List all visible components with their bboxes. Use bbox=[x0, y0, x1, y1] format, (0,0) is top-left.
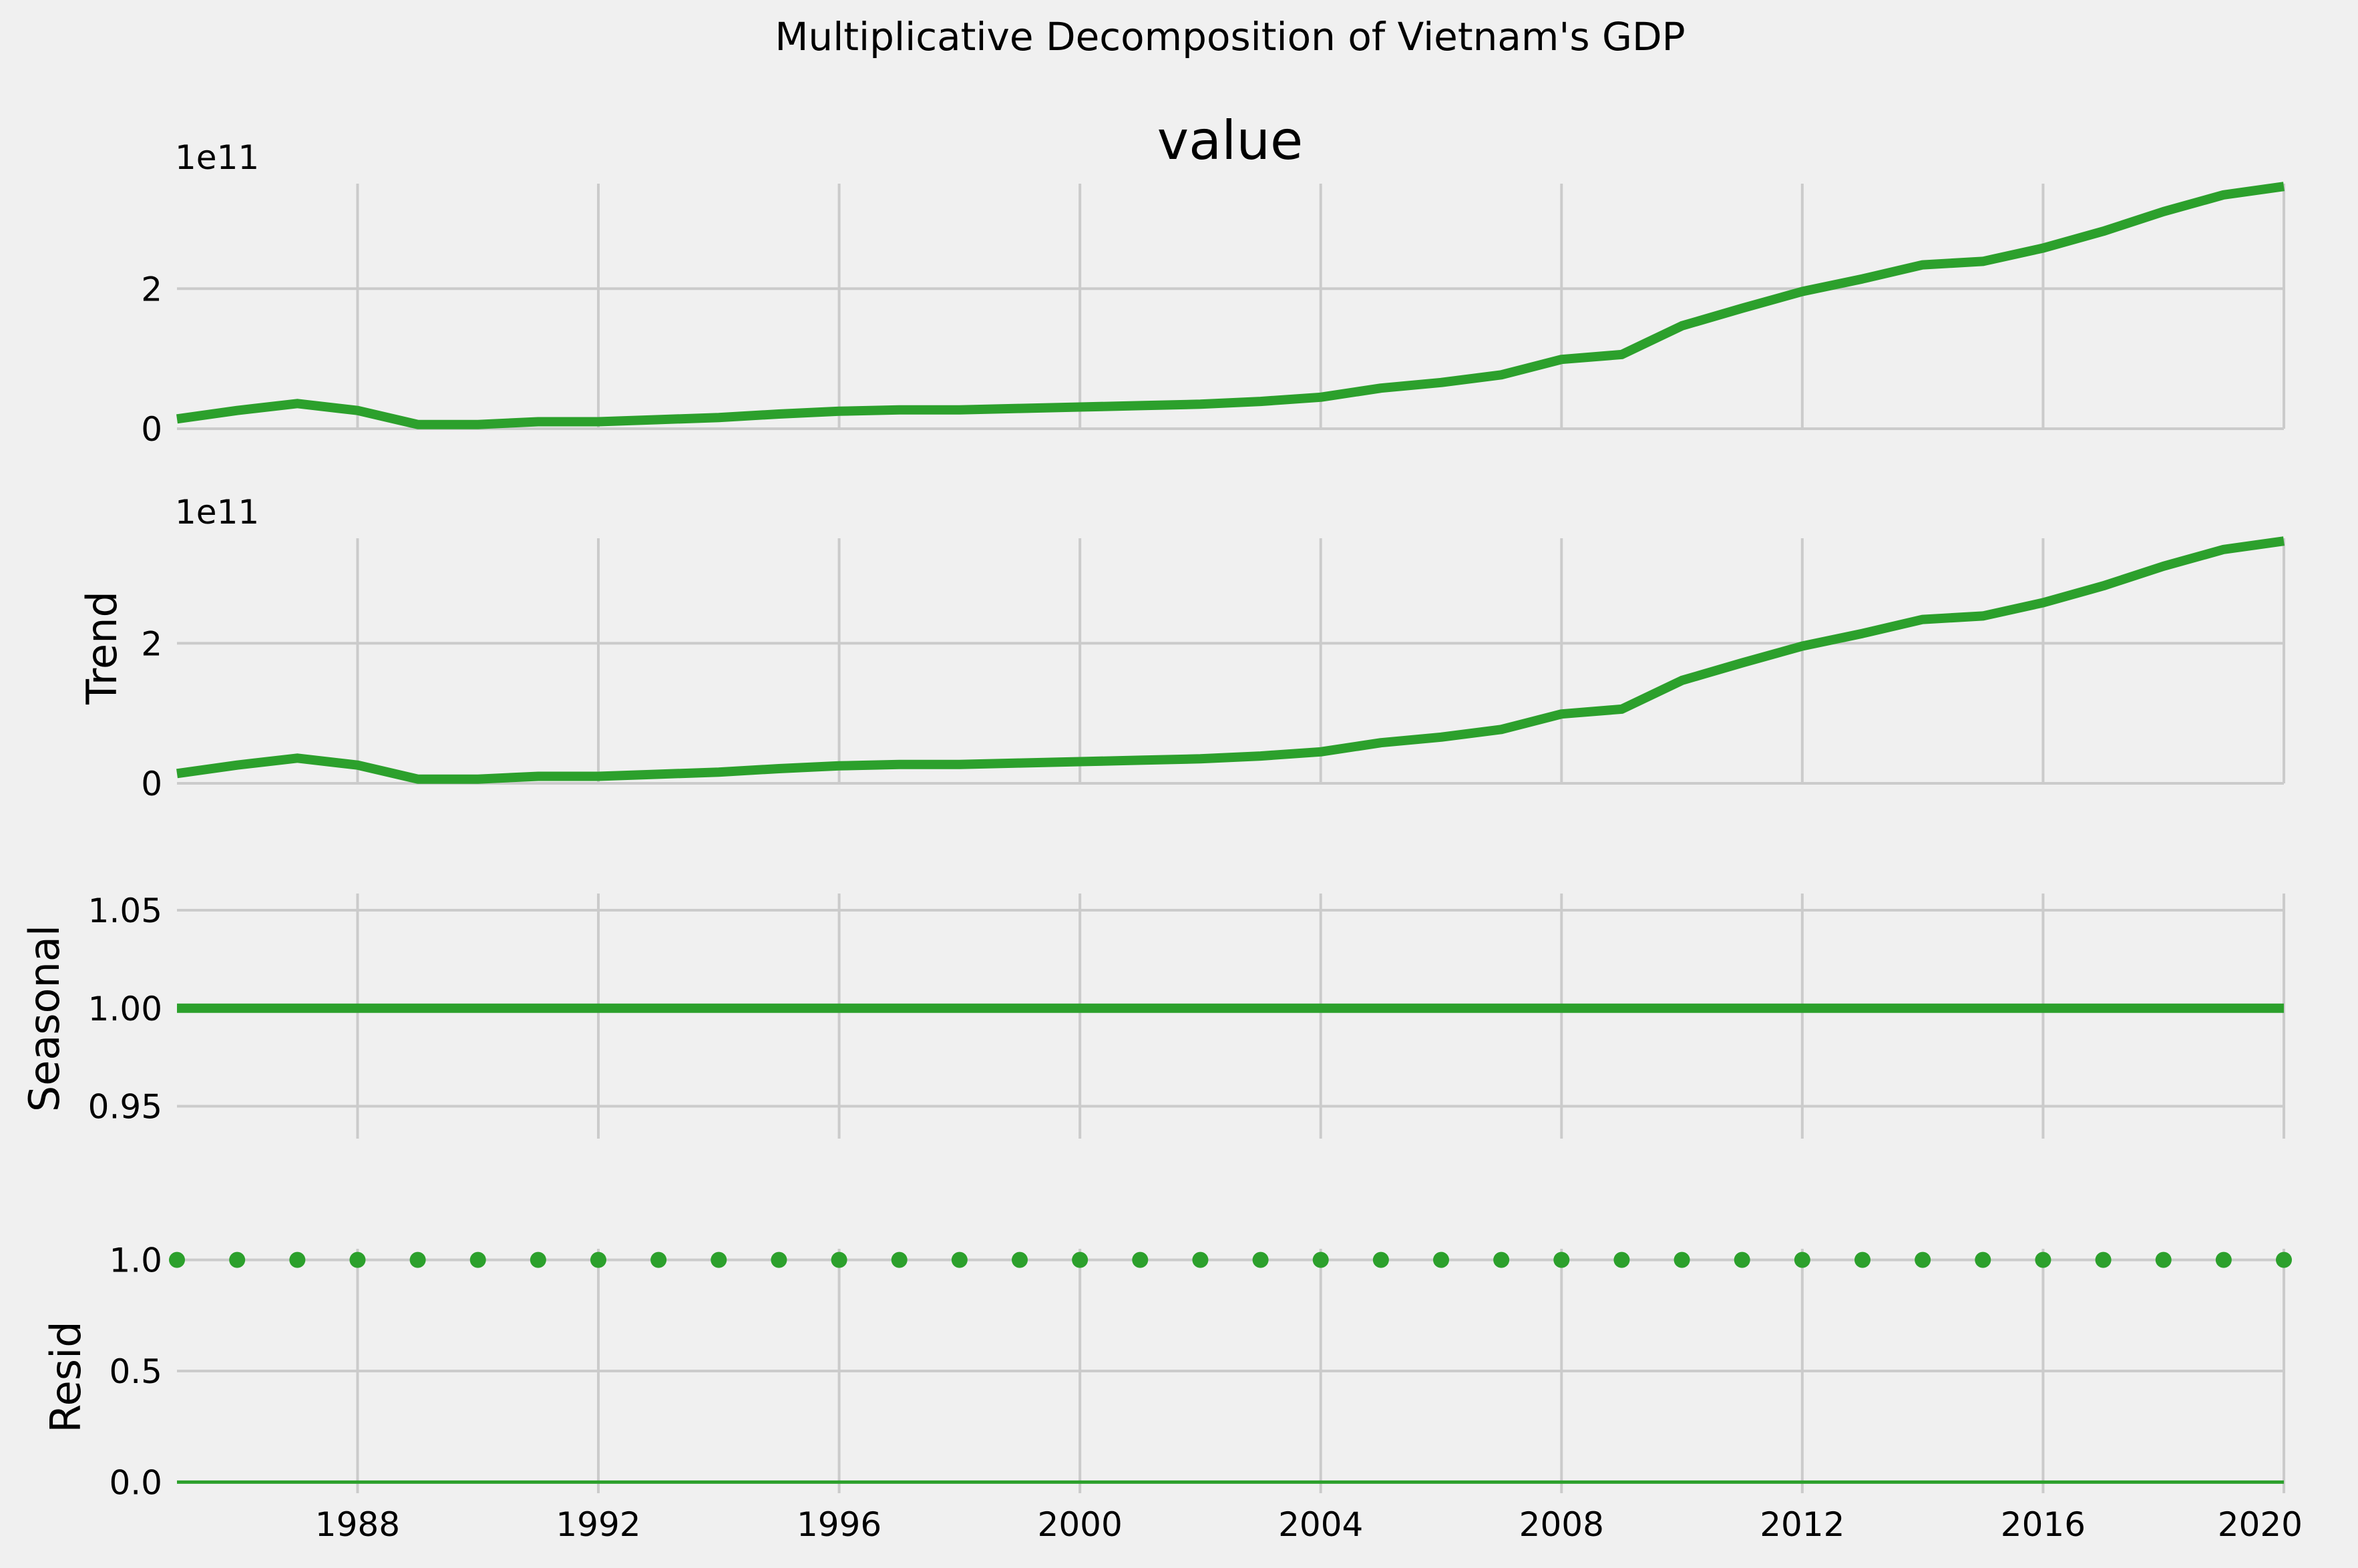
figure-suptitle: Multiplicative Decomposition of Vietnam'… bbox=[775, 14, 1685, 59]
resid-point bbox=[1674, 1251, 1690, 1268]
resid-point bbox=[1613, 1251, 1630, 1268]
resid-xtick-label: 1996 bbox=[797, 1505, 881, 1544]
seasonal-ytick-label: 0.95 bbox=[88, 1088, 162, 1127]
resid-point bbox=[711, 1251, 727, 1268]
value-ytick-label: 2 bbox=[141, 270, 162, 309]
resid-point bbox=[1794, 1251, 1810, 1268]
seasonal-panel: 0.95 1.00 1.05 bbox=[88, 892, 2285, 1139]
resid-point bbox=[2215, 1251, 2232, 1268]
trend-series-line bbox=[176, 536, 2285, 784]
trend-ytick-label: 2 bbox=[141, 624, 162, 663]
resid-xtick-label: 1992 bbox=[556, 1505, 640, 1544]
resid-panel: 0.0 0.5 1.0 1988 1992 1996 2000 2004 2008 2012 201… bbox=[109, 1241, 2303, 1544]
value-offset-label: 1e11 bbox=[175, 138, 259, 177]
resid-point bbox=[891, 1251, 908, 1268]
resid-point bbox=[1854, 1251, 1871, 1268]
resid-point bbox=[1252, 1251, 1269, 1268]
trend-ylabel: Trend bbox=[77, 591, 126, 705]
resid-xtick-label: 2020 bbox=[2218, 1505, 2303, 1544]
seasonal-ytick-label: 1.05 bbox=[88, 892, 162, 930]
resid-point bbox=[1915, 1251, 1931, 1268]
resid-ytick-label: 0.5 bbox=[109, 1352, 162, 1391]
resid-point bbox=[1734, 1251, 1750, 1268]
resid-xtick-label: 2004 bbox=[1278, 1505, 1363, 1544]
resid-point bbox=[409, 1251, 426, 1268]
resid-ylabel: Resid bbox=[41, 1321, 90, 1432]
resid-point bbox=[831, 1251, 847, 1268]
resid-xtick-label: 2016 bbox=[2001, 1505, 2086, 1544]
resid-point bbox=[1132, 1251, 1149, 1268]
resid-xtick-label: 2012 bbox=[1760, 1505, 1844, 1544]
resid-point bbox=[1012, 1251, 1028, 1268]
resid-point bbox=[2276, 1251, 2292, 1268]
resid-point bbox=[1553, 1251, 1570, 1268]
resid-point bbox=[590, 1251, 606, 1268]
resid-point bbox=[1372, 1251, 1389, 1268]
resid-point bbox=[1072, 1251, 1089, 1268]
resid-point bbox=[289, 1251, 306, 1268]
resid-point bbox=[2155, 1251, 2172, 1268]
resid-point bbox=[349, 1251, 366, 1268]
resid-point bbox=[1975, 1251, 1991, 1268]
resid-point bbox=[530, 1251, 546, 1268]
resid-point bbox=[1433, 1251, 1449, 1268]
trend-offset-label: 1e11 bbox=[175, 493, 259, 532]
resid-point bbox=[771, 1251, 787, 1268]
resid-point bbox=[951, 1251, 968, 1268]
resid-ytick-label: 1.0 bbox=[109, 1241, 162, 1280]
value-ytick-label: 0 bbox=[141, 410, 162, 449]
resid-xtick-label: 2000 bbox=[1038, 1505, 1123, 1544]
resid-ytick-label: 0.0 bbox=[109, 1463, 162, 1502]
trend-panel: 02 bbox=[141, 536, 2285, 803]
resid-point bbox=[1493, 1251, 1510, 1268]
resid-point bbox=[169, 1251, 185, 1268]
resid-point bbox=[2095, 1251, 2112, 1268]
seasonal-ytick-label: 1.00 bbox=[88, 990, 162, 1028]
panel-title-value: value bbox=[1157, 110, 1304, 172]
value-panel: 02 bbox=[141, 182, 2285, 449]
resid-point bbox=[2035, 1251, 2051, 1268]
resid-xtick-label: 1988 bbox=[315, 1505, 400, 1544]
resid-point bbox=[650, 1251, 667, 1268]
value-series-line bbox=[176, 182, 2285, 429]
trend-ytick-label: 0 bbox=[141, 765, 162, 803]
resid-point bbox=[469, 1251, 486, 1268]
resid-point bbox=[229, 1251, 246, 1268]
resid-point bbox=[1312, 1251, 1329, 1268]
resid-xtick-label: 2008 bbox=[1519, 1505, 1604, 1544]
resid-point bbox=[1192, 1251, 1209, 1268]
seasonal-ylabel: Seasonal bbox=[20, 925, 69, 1112]
